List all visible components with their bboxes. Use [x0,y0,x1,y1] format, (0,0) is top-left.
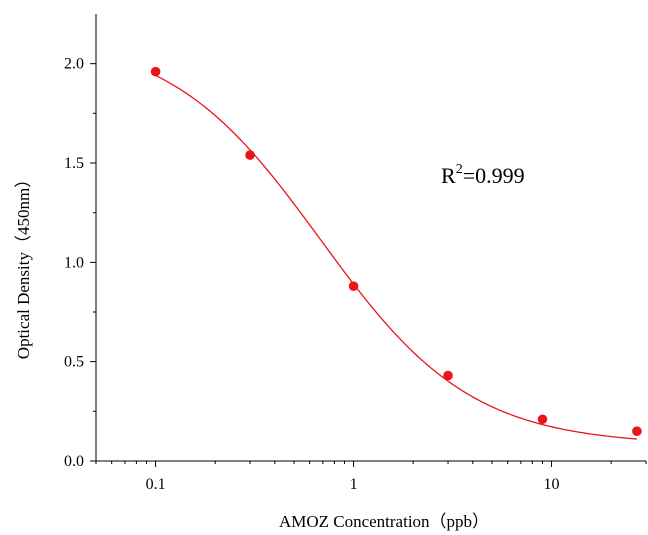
y-axis-title: Optical Density（450nm） [14,171,33,359]
x-ticks: 0.1 1 10 [95,461,647,493]
annotation-base: R [441,163,456,188]
y-tick-label: 0.5 [64,354,84,371]
data-point [348,281,359,291]
y-tick-label: 0.0 [64,453,84,470]
r-squared-annotation: R2=0.999 [441,162,525,188]
x-tick-label: 10 [544,476,560,493]
data-point [245,150,255,160]
annotation-superscript: 2 [456,162,463,177]
annotation-value: =0.999 [463,163,525,188]
y-ticks: 0.0 0.5 1.0 1.5 2.0 [64,56,96,470]
x-tick-label: 1 [350,476,358,493]
x-axis-title: AMOZ Concentration（ppb） [279,512,489,531]
axes [95,14,646,462]
y-tick-label: 2.0 [64,56,84,73]
data-point [443,370,453,381]
data-point [632,426,642,437]
y-tick-label: 1.0 [64,254,84,271]
data-point [150,66,161,77]
y-tick-label: 1.5 [64,155,84,172]
data-points [150,66,642,437]
data-point [537,414,548,425]
fit-curve [155,74,637,440]
x-tick-label: 0.1 [146,476,166,493]
